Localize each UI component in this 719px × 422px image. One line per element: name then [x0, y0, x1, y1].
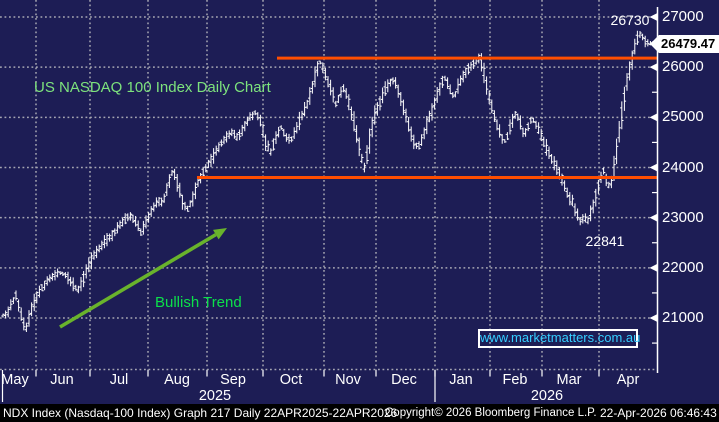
y-axis-label: 23000: [662, 208, 704, 226]
month-label: Oct: [279, 372, 303, 388]
price-chart-canvas: [0, 0, 659, 402]
y-axis-major-tick: [649, 213, 657, 222]
price-bars: [1, 30, 655, 332]
month-label: Aug: [164, 372, 190, 388]
bullish-trend-label: Bullish Trend: [155, 294, 242, 311]
month-label: Apr: [616, 372, 640, 388]
y-axis-major-tick: [649, 63, 657, 71]
y-axis-major-tick: [649, 163, 657, 172]
month-label: May: [1, 372, 29, 388]
y-axis-label: 25000: [662, 108, 704, 126]
y-axis-label: 22000: [662, 258, 704, 276]
month-label: Sep: [220, 372, 246, 388]
y-axis-label: 27000: [662, 8, 704, 25]
marketmatters-link[interactable]: www.marketmatters.com.au: [478, 329, 641, 348]
y-axis-label: 21000: [662, 309, 704, 326]
month-label: Feb: [502, 372, 528, 388]
y-axis-label: 26000: [662, 58, 704, 76]
y-axis-major-tick: [649, 264, 657, 272]
trend-arrow-shaft: [59, 233, 217, 329]
status-bar: NDX Index (Nasdaq-100 Index) Graph 217 D…: [0, 404, 719, 422]
month-label: Jun: [50, 372, 74, 388]
low-price-label: 22841: [585, 233, 625, 249]
month-label: Mar: [556, 372, 582, 388]
status-bar-timestamp: 22-Apr-2026 06:46:43: [600, 406, 717, 420]
month-label: Nov: [335, 372, 361, 388]
y-axis-major-tick: [649, 13, 657, 21]
marketmatters-link-text: www.marketmatters.com.au: [480, 330, 641, 345]
month-label: Jul: [109, 372, 129, 388]
chart-title: US NASDAQ 100 Index Daily Chart: [34, 79, 271, 96]
year-label: 2025: [198, 388, 232, 404]
status-bar-copyright: Copyright© 2026 Bloomberg Finance L.P.: [385, 407, 597, 419]
trend-arrow-head: [213, 228, 227, 240]
y-axis-label: 24000: [662, 158, 704, 176]
last-price-value: 26479.47: [661, 36, 716, 51]
last-price-tag: 26479.47: [650, 35, 719, 53]
y-axis-major-tick: [649, 314, 657, 322]
month-label: Jan: [449, 372, 473, 388]
month-label: Dec: [391, 372, 417, 388]
high-price-label: 26730: [610, 12, 650, 28]
year-label: 2026: [530, 388, 564, 404]
status-bar-security-info: NDX Index (Nasdaq-100 Index) Graph 217 D…: [3, 406, 398, 420]
y-axis-major-tick: [649, 113, 657, 122]
